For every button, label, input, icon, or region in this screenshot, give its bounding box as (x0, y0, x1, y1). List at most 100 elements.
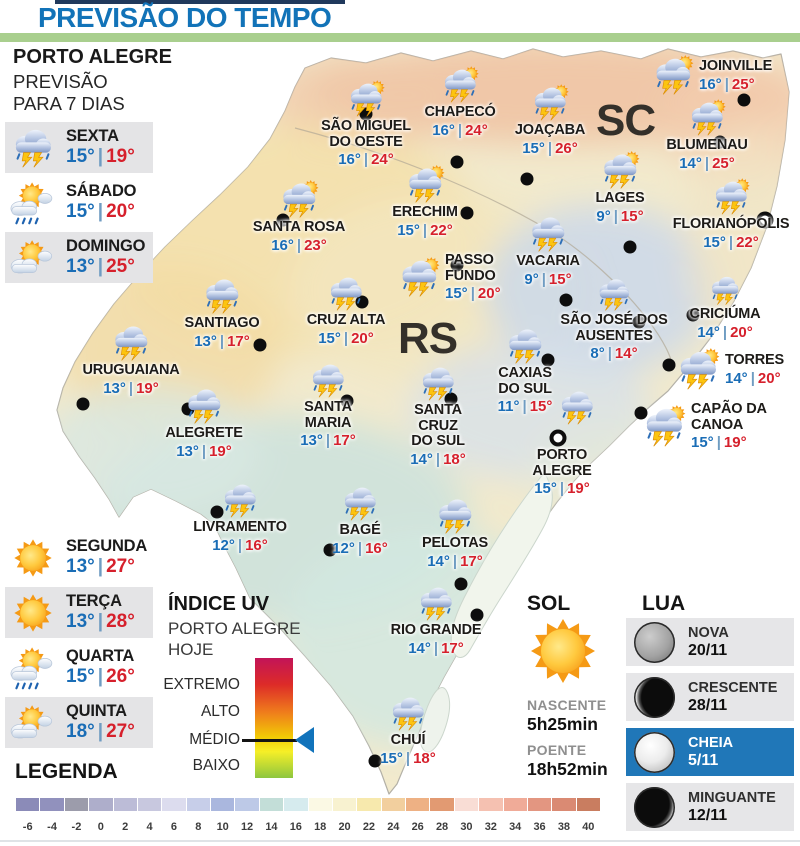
storm-icon (339, 484, 381, 522)
storm-icon (594, 276, 634, 312)
legend-cell: 34 (503, 798, 527, 833)
legend-cell: 28 (430, 798, 454, 833)
day-temps: 13° | 27° (66, 556, 135, 577)
city-marker-criciuma (686, 308, 700, 322)
legend-title: LEGENDA (15, 760, 118, 783)
city-name: SANTA MARIA (304, 399, 352, 431)
storm-sun-icon (529, 84, 571, 122)
city-marker-joinville (737, 93, 751, 107)
city-marker-santarosa (276, 213, 290, 227)
city-temps: 15° | 18° (380, 749, 436, 767)
city-marker-uruguaiana (76, 397, 90, 411)
city-passofundo: PASSO FUNDO 15° | 20° (396, 252, 517, 302)
city-temps: 15° | 20° (318, 329, 374, 347)
storm-sun-icon (650, 55, 696, 96)
city-marker-chui (368, 754, 382, 768)
city-temps: 13° | 19° (103, 379, 159, 397)
day-name: TERÇA (66, 592, 122, 610)
city-marker-pelotas (454, 577, 468, 591)
city-blumenau: BLUMENAU 14° | 25° (648, 99, 766, 172)
city-criciuma: CRICIÚMA 14° | 20° (670, 274, 780, 341)
legend-cell: 30 (454, 798, 479, 833)
city-lages: LAGES 9° | 15° (570, 151, 670, 225)
legend-cell: -4 (40, 798, 64, 833)
city-name: BLUMENAU (666, 137, 748, 153)
panel-subtitle-2: PARA 7 DIAS (13, 93, 125, 114)
city-erechim: ERECHIM 15° | 22° (375, 165, 475, 239)
day-temps: 13° | 28° (66, 611, 135, 632)
city-poa: PORTO ALEGRE 15° | 19° (520, 447, 604, 497)
legend-cell: 0 (89, 798, 113, 833)
city-marker-riogrande (470, 608, 484, 622)
city-chapeco: CHAPECÓ 16° | 24° (405, 66, 515, 139)
city-name: FLORIANÓPOLIS (672, 216, 790, 232)
uv-level-baixo: BAIXO (192, 757, 240, 774)
legend-cell: 40 (576, 798, 600, 833)
legend-cell: 12 (235, 798, 259, 833)
sun-icon (527, 615, 599, 687)
storm-icon (415, 584, 457, 622)
city-name: CRICIÚMA (689, 306, 761, 322)
city-temps: 15° | 20° (445, 285, 501, 302)
city-joacaba: JOAÇABA 15° | 26° (495, 84, 605, 157)
city-name: CHAPECÓ (424, 104, 496, 120)
city-smo: SÃO MIGUEL DO OESTE 16° | 24° (310, 80, 422, 168)
city-marker-joacaba (520, 172, 534, 186)
city-capao: CAPÃO DA CANOA 15° | 19° (640, 401, 779, 451)
storm-icon (109, 323, 153, 362)
city-temps: 16° | 24° (432, 121, 488, 139)
uv-subtitle-city: PORTO ALEGRE (168, 619, 301, 638)
city-temps: 9° | 15° (596, 207, 644, 225)
city-marker-scs (444, 392, 458, 406)
capital-marker-florianopolis (756, 211, 774, 229)
moon-phase-date: 20/11 (688, 641, 728, 659)
legend-cell: 14 (259, 798, 284, 833)
city-temps: 15° | 22° (703, 233, 759, 251)
legend-cell: 26 (406, 798, 430, 833)
capital-marker-poa (549, 429, 567, 447)
legend-cell: 8 (186, 798, 210, 833)
city-temps: 11° | 15° (497, 398, 553, 415)
legend-cell: -2 (64, 798, 89, 833)
state-label-sc: SC (596, 96, 656, 145)
day-row-quarta: QUARTA 15° | 26° (5, 642, 153, 693)
storm-icon (219, 481, 261, 519)
storm-icon (387, 694, 429, 732)
city-alegrete: ALEGRETE 13° | 19° (149, 386, 259, 460)
city-temps: 16° | 23° (271, 236, 327, 254)
city-name: SANTA CRUZ DO SUL (411, 402, 465, 449)
temperature-legend: -6 -4 -2 0 2 4 6 8 10 12 14 16 18 20 22 … (16, 798, 600, 833)
moon-section-title: LUA (642, 592, 686, 615)
city-temps: 14° | 20° (697, 323, 753, 341)
state-label-rs: RS (398, 314, 458, 363)
city-torres: TORRES 14° | 20° (674, 348, 784, 392)
city-marker-blumenau (713, 135, 727, 149)
legend-cell: 22 (357, 798, 381, 833)
city-temps: 15° | 19° (534, 480, 590, 497)
uv-level-medio: MÉDIO (189, 731, 240, 748)
city-caxias: CAXIAS DO SUL 11° | 15° (486, 326, 564, 415)
sunset-time: 18h52min (527, 759, 608, 779)
city-marker-capao (634, 406, 648, 420)
new-moon-icon (634, 621, 675, 663)
uv-gradient-bar (255, 658, 293, 778)
sun-rain-icon (7, 180, 59, 226)
sun-icon (7, 537, 59, 579)
storm-sun-icon (598, 151, 642, 190)
city-temps: 12° | 16° (212, 536, 268, 554)
day-temps: 13° | 25° (66, 256, 135, 277)
city-temps: 14° | 20° (725, 369, 781, 387)
legend-cell: 16 (284, 798, 308, 833)
legend-cell: 36 (527, 798, 552, 833)
city-name: URUGUAIANA (82, 362, 180, 378)
city-marker-lages (623, 240, 637, 254)
legend-cell: 24 (381, 798, 405, 833)
day-name: SÁBADO (66, 182, 137, 200)
moon-phase-minguante: MINGUANTE 12/11 (626, 783, 794, 831)
city-temps: 15° | 26° (522, 139, 578, 157)
sun-cloud-icon (7, 237, 59, 279)
legend-cell: 32 (479, 798, 503, 833)
city-name: CHUÍ (390, 732, 426, 748)
full-moon-icon (634, 731, 675, 773)
city-temps: 14° | 17° (408, 639, 464, 657)
